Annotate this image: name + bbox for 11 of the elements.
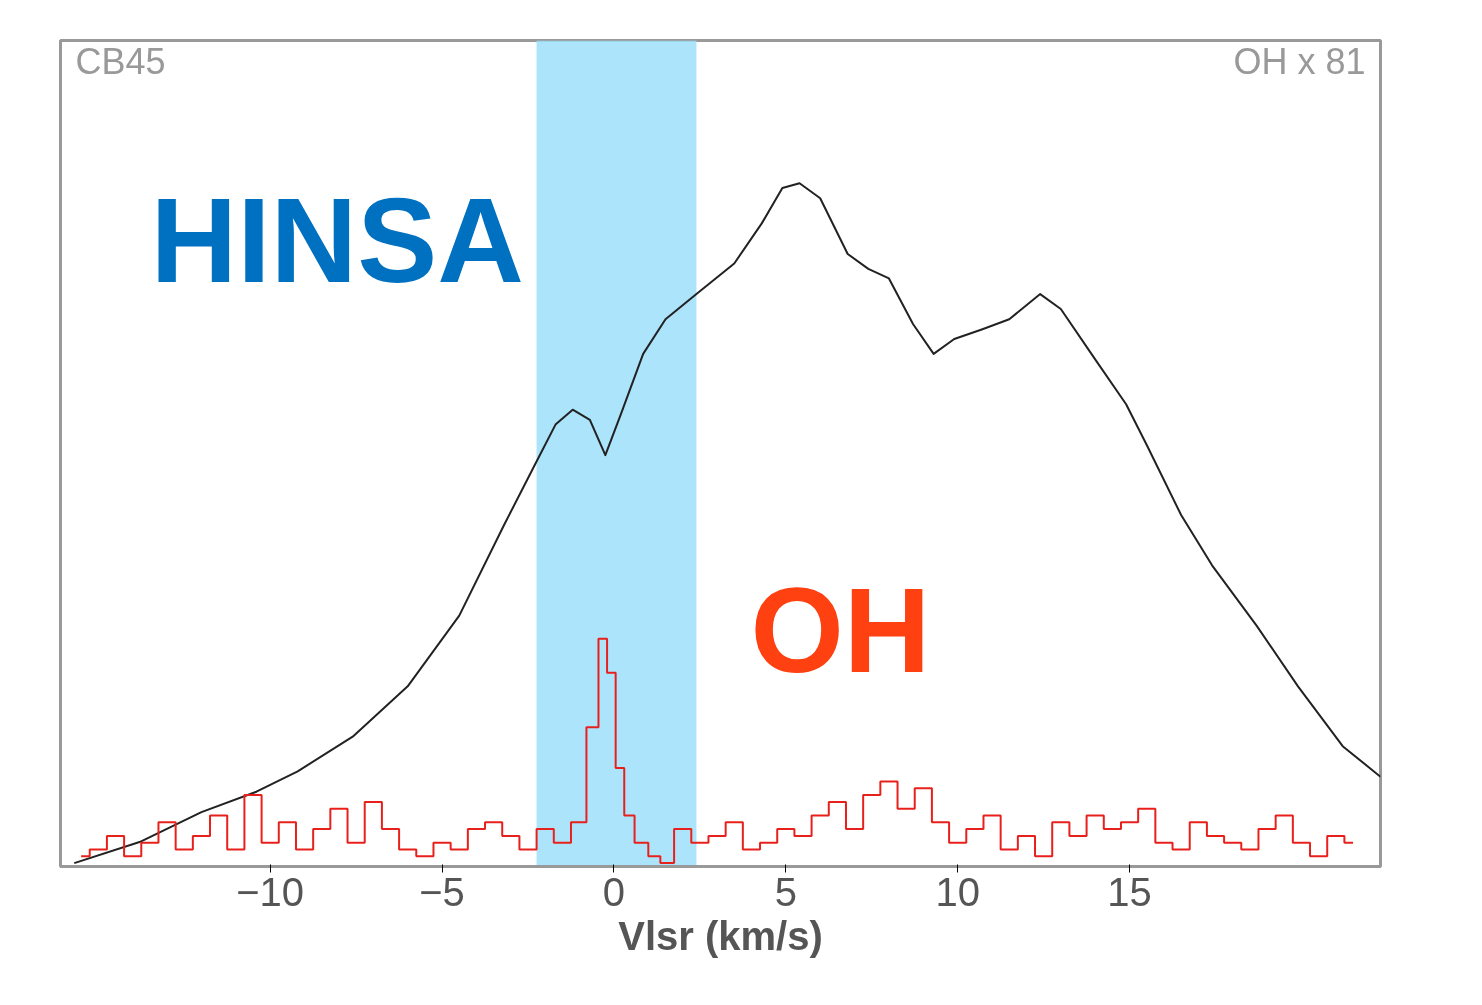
- x-axis-title: Vlsr (km/s): [618, 913, 823, 958]
- annotation: HINSA: [150, 172, 524, 307]
- text: OH x 81: [1233, 40, 1366, 82]
- x-tick-label: 10: [935, 869, 980, 914]
- x-tick-label: −5: [419, 869, 465, 914]
- x-tick-label: 15: [1107, 869, 1152, 914]
- annotation: OH: [750, 562, 931, 697]
- x-tick-label: −10: [236, 869, 305, 914]
- x-tick-label: 5: [774, 869, 797, 914]
- x-tick-label: 0: [602, 869, 626, 914]
- text: CB45: [75, 40, 166, 82]
